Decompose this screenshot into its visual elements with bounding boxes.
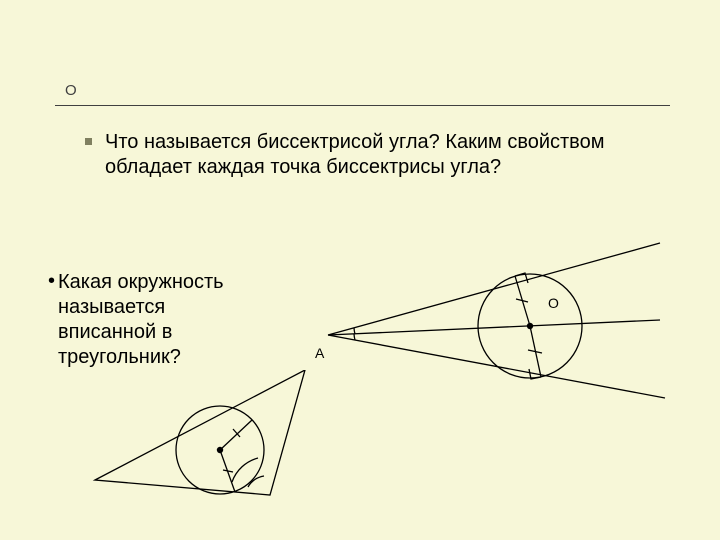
title-underline [55, 105, 670, 106]
question-1-text: Что называется биссектрисой угла? Каким … [105, 130, 665, 180]
bullet-square-icon [85, 138, 92, 145]
question-2: • Какая окружность называется вписанной … [48, 270, 258, 370]
bullet-dot-icon: • [48, 270, 55, 293]
question-2-text: Какая окружность называется вписанной в … [58, 270, 258, 370]
question-1: Что называется биссектрисой угла? Каким … [85, 130, 665, 180]
figure-angle-bisector [310, 240, 680, 410]
figure-incircle-triangle [75, 370, 325, 520]
slide-title: О [65, 82, 77, 99]
slide: О Что называется биссектрисой угла? Каки… [0, 0, 720, 540]
